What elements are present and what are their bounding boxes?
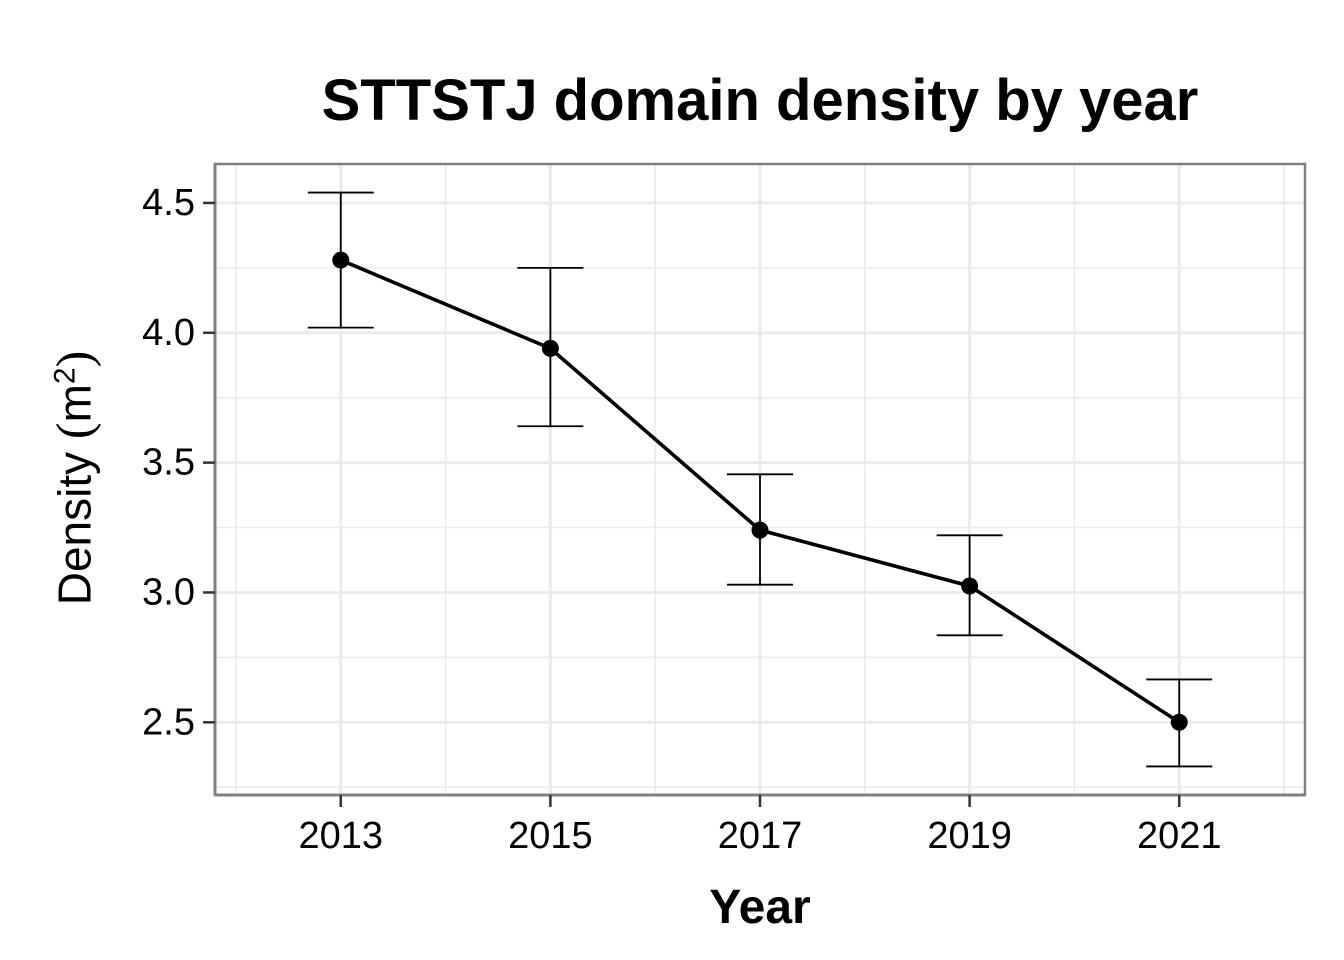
data-point: [332, 251, 350, 269]
data-point: [541, 339, 559, 357]
data-point: [751, 521, 769, 539]
y-axis-label-close-paren: ): [45, 350, 102, 368]
x-tick-label: 2017: [718, 815, 803, 857]
data-point: [961, 577, 979, 595]
y-axis-unit-exponent: 2: [48, 367, 82, 385]
grid-lines: [215, 164, 1305, 795]
x-tick-label: 2021: [1137, 815, 1222, 857]
x-tick-label: 2015: [508, 815, 593, 857]
y-tick-label: 4.5: [142, 182, 195, 224]
axes: 2.5 3.0 3.5 4.0 4.5 2013 2015 2017 2019 2021: [142, 162, 1307, 857]
y-tick-label: 3.5: [142, 442, 195, 484]
y-tick-label: 3.0: [142, 571, 195, 613]
data-point: [1170, 713, 1188, 731]
y-tick-label: 4.0: [142, 312, 195, 354]
x-axis-label: Year: [709, 881, 811, 934]
chart-title: STTSTJ domain density by year: [321, 68, 1199, 133]
y-axis-unit: m: [48, 384, 101, 423]
data-points: [332, 251, 1188, 731]
y-axis-label: Density (m2): [37, 351, 102, 606]
x-tick-label: 2013: [298, 815, 383, 857]
y-axis-label-text: Density: [48, 451, 101, 606]
x-tick-label: 2019: [927, 815, 1012, 857]
y-axis-label-open-paren: (: [45, 422, 102, 440]
y-tick-label: 2.5: [142, 701, 195, 743]
